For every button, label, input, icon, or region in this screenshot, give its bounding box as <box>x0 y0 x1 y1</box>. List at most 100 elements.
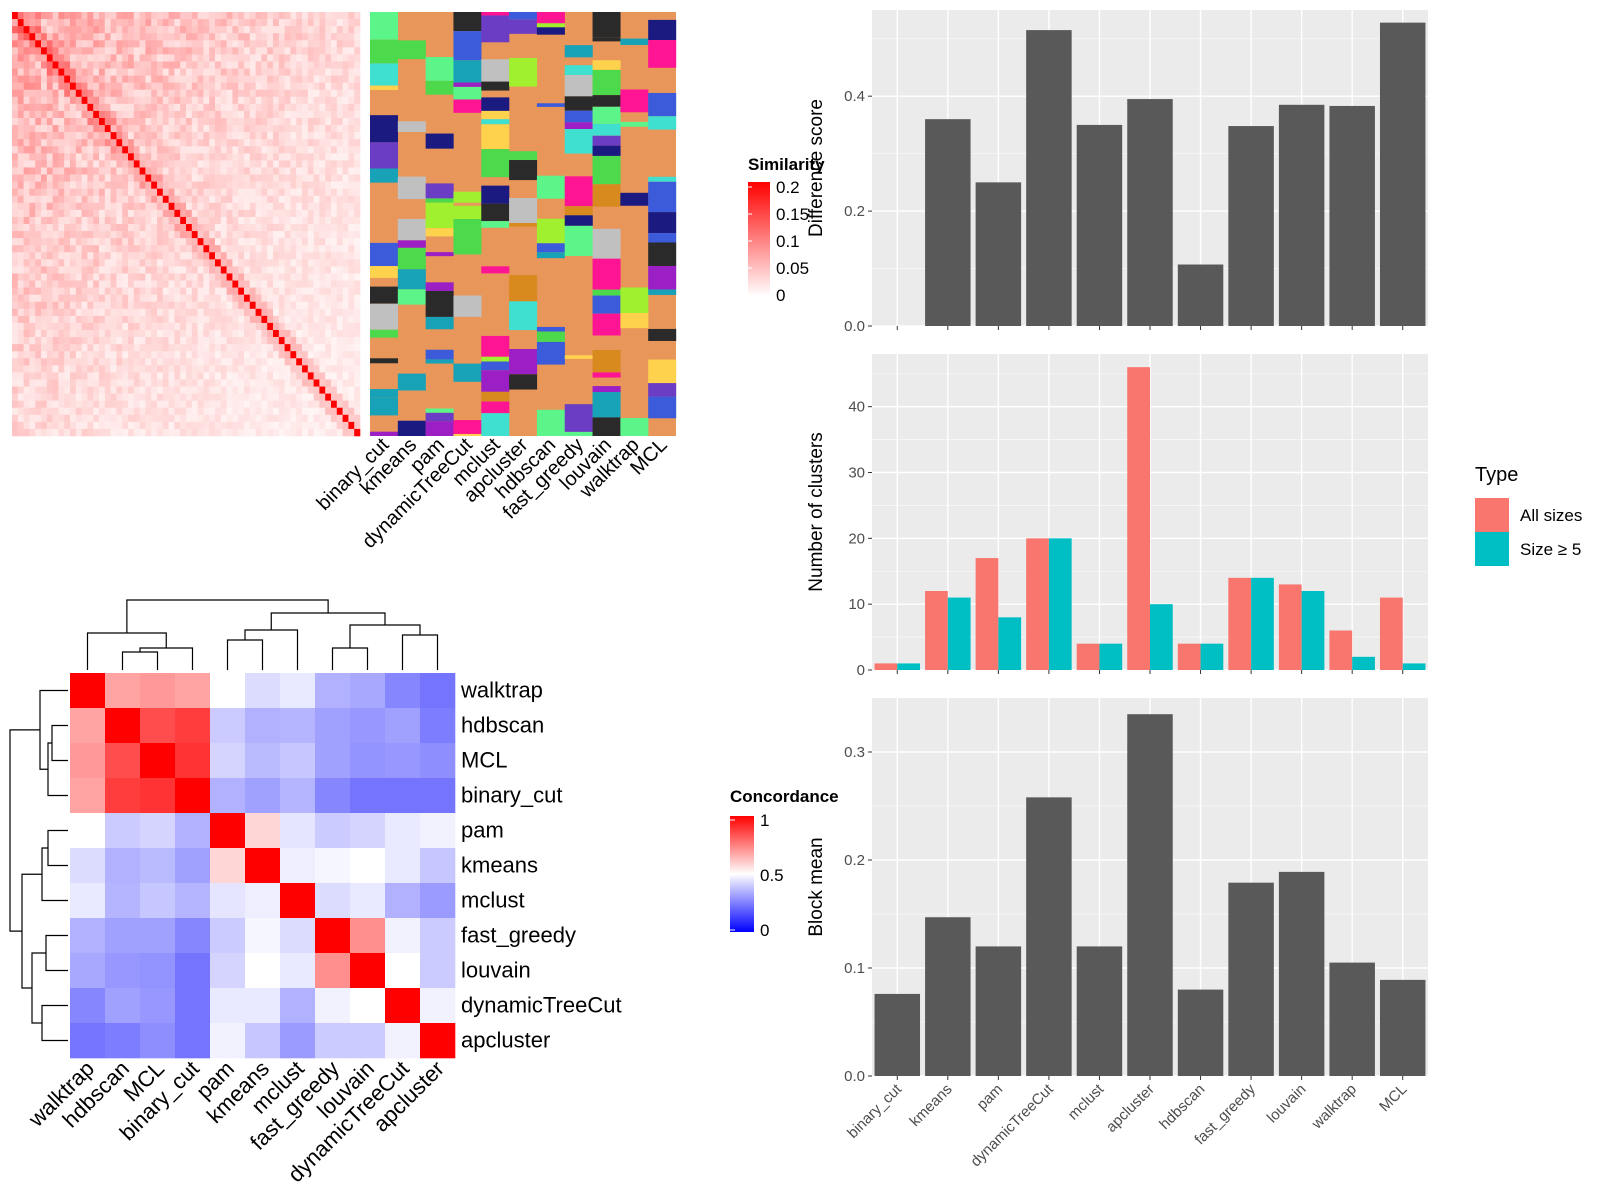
similarity-cell <box>162 188 169 197</box>
similarity-cell <box>319 40 326 48</box>
similarity-cell <box>203 40 210 48</box>
annotation-segment <box>564 215 593 226</box>
concordance-row-label-walktrap: walktrap <box>460 678 543 703</box>
concordance-cell <box>175 673 211 709</box>
similarity-cell <box>261 75 268 83</box>
similarity-cell <box>226 103 233 112</box>
similarity-cell <box>354 280 361 288</box>
similarity-cell <box>41 153 48 161</box>
similarity-cell <box>273 146 280 154</box>
similarity-cell <box>261 61 268 69</box>
similarity-cell <box>296 54 303 62</box>
similarity-cell <box>244 153 251 161</box>
similarity-cell <box>232 252 239 260</box>
similarity-cell <box>313 118 320 126</box>
similarity-cell <box>12 26 19 34</box>
similarity-cell <box>284 351 291 359</box>
similarity-cell <box>87 33 94 41</box>
similarity-cell <box>197 379 204 387</box>
similarity-cell <box>336 365 343 373</box>
similarity-cell <box>41 82 48 91</box>
similarity-cell <box>99 125 106 133</box>
similarity-cell <box>331 322 338 331</box>
similarity-cell <box>93 216 100 225</box>
similarity-cell <box>93 12 100 20</box>
similarity-cell <box>46 224 53 232</box>
similarity-cell <box>197 96 204 105</box>
similarity-cell <box>58 400 65 409</box>
bar-kmeans <box>925 119 971 326</box>
bar-all-sizes-fast_greedy <box>1228 577 1252 670</box>
similarity-cell <box>348 365 355 373</box>
similarity-cell <box>87 322 94 331</box>
similarity-cell <box>215 294 222 303</box>
annotation-segment <box>425 290 454 317</box>
similarity-cell <box>267 26 274 34</box>
similarity-cell <box>261 259 268 267</box>
similarity-cell <box>191 231 198 239</box>
similarity-cell <box>284 139 291 147</box>
similarity-cell <box>151 153 158 161</box>
similarity-cell <box>342 259 349 267</box>
similarity-cell <box>87 287 94 295</box>
similarity-cell <box>238 358 245 366</box>
similarity-cell <box>191 209 198 218</box>
similarity-cell <box>302 337 309 345</box>
similarity-cell <box>191 103 198 112</box>
similarity-cell <box>104 231 111 239</box>
similarity-cell <box>41 344 48 352</box>
similarity-cell <box>197 61 204 69</box>
similarity-cell <box>290 195 297 204</box>
similarity-cell <box>238 139 245 147</box>
similarity-cell <box>267 344 274 352</box>
similarity-cell <box>133 358 140 366</box>
similarity-cell <box>325 421 332 430</box>
concordance-cell <box>175 813 211 849</box>
similarity-cell <box>133 287 140 295</box>
similarity-cell <box>99 132 106 140</box>
similarity-cell <box>313 47 320 55</box>
similarity-cell <box>99 110 106 119</box>
similarity-cell <box>116 294 123 303</box>
similarity-cell <box>215 216 222 225</box>
similarity-cell <box>87 125 94 133</box>
similarity-cell <box>342 294 349 303</box>
similarity-cell <box>58 379 65 387</box>
similarity-cell <box>273 209 280 218</box>
similarity-cell <box>110 330 117 338</box>
similarity-cell <box>23 174 30 182</box>
similarity-cell <box>104 224 111 232</box>
similarity-cell <box>87 344 94 352</box>
similarity-cell <box>46 259 53 267</box>
similarity-cell <box>331 132 338 140</box>
similarity-cell <box>354 188 361 197</box>
similarity-cell <box>41 202 48 211</box>
similarity-cell <box>197 231 204 239</box>
similarity-cell <box>186 287 193 295</box>
dendrogram-branch <box>31 952 46 1024</box>
similarity-cell <box>104 216 111 225</box>
similarity-cell <box>87 259 94 267</box>
similarity-cell <box>249 153 256 161</box>
similarity-cell <box>319 61 326 69</box>
similarity-cell <box>261 146 268 154</box>
similarity-cell <box>157 47 164 55</box>
similarity-cell <box>267 202 274 211</box>
similarity-cell <box>128 153 135 161</box>
similarity-cell <box>17 365 24 373</box>
similarity-cell <box>325 407 332 416</box>
similarity-cell <box>255 216 262 225</box>
similarity-cell <box>342 358 349 366</box>
similarity-cell <box>302 33 309 41</box>
similarity-cell <box>58 68 65 76</box>
similarity-cell <box>249 259 256 267</box>
similarity-cell <box>174 273 181 281</box>
similarity-cell <box>29 40 36 48</box>
similarity-cell <box>226 330 233 338</box>
similarity-cell <box>93 118 100 126</box>
similarity-cell <box>12 386 19 394</box>
similarity-cell <box>319 118 326 126</box>
similarity-cell <box>238 224 245 232</box>
similarity-cell <box>302 82 309 91</box>
similarity-cell <box>64 216 71 225</box>
